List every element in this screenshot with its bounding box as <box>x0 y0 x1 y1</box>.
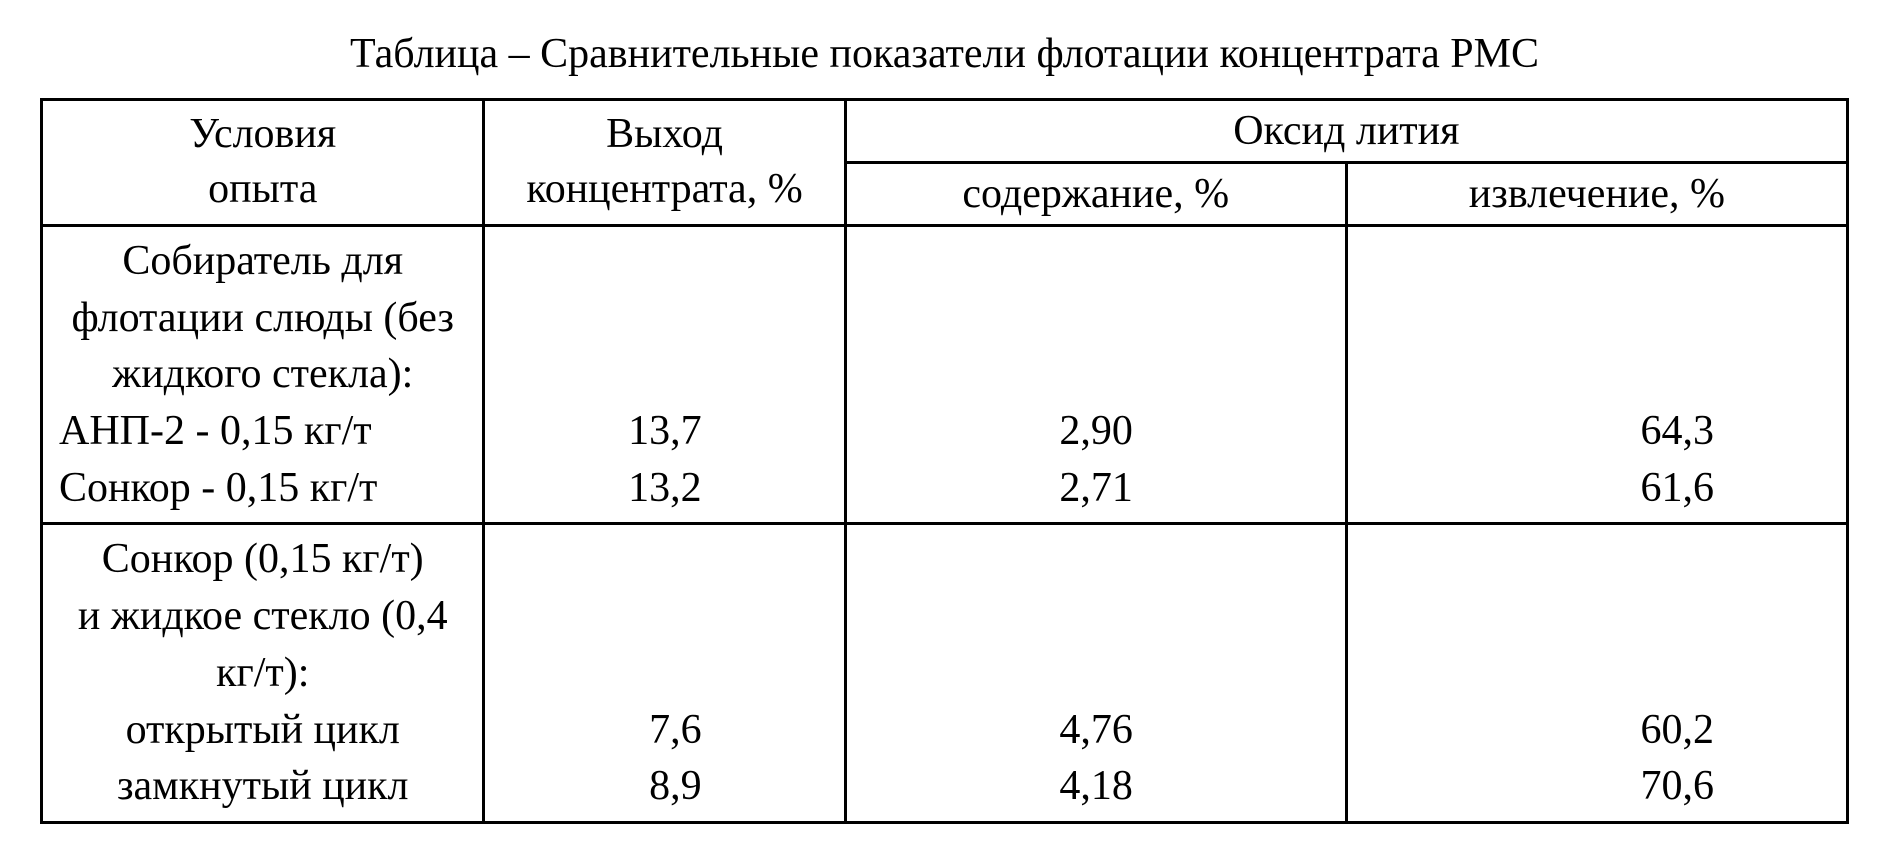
header-oxide-group: Оксид лития <box>845 100 1847 163</box>
row1-cond-l1: Собиратель для <box>55 233 470 290</box>
row2-yield-l5: 8,9 <box>497 758 831 815</box>
header-yield-l1: Выход <box>497 107 831 162</box>
row1-conditions: Собиратель для флотации слюды (без жидко… <box>42 226 484 524</box>
header-conditions-l1: Условия <box>55 107 470 162</box>
row2-conditions: Сонкор (0,15 кг/т) и жидкое стекло (0,4 … <box>42 524 484 822</box>
header-conditions: Условия опыта <box>42 100 484 226</box>
row2-cond-l3: кг/т): <box>55 645 470 702</box>
row1-extraction: 64,3 61,6 <box>1346 226 1847 524</box>
row2-yield: 7,6 8,9 <box>484 524 845 822</box>
row2-cond-l5: замкнутый цикл <box>55 758 470 815</box>
row1-extraction-l5: 61,6 <box>1360 460 1834 517</box>
table-row: Собиратель для флотации слюды (без жидко… <box>42 226 1848 524</box>
row2-content-l4: 4,76 <box>859 702 1333 759</box>
row1-extraction-l4: 64,3 <box>1360 403 1834 460</box>
table-title: Таблица – Сравнительные показатели флота… <box>40 30 1849 78</box>
row2-extraction: 60,2 70,6 <box>1346 524 1847 822</box>
row1-content: 2,90 2,71 <box>845 226 1346 524</box>
table-row: Сонкор (0,15 кг/т) и жидкое стекло (0,4 … <box>42 524 1848 822</box>
row1-cond-l4: АНП-2 - 0,15 кг/т <box>55 403 470 460</box>
row1-cond-l3: жидкого стекла): <box>55 346 470 403</box>
row1-cond-l5: Сонкор - 0,15 кг/т <box>55 460 470 517</box>
row2-yield-l4: 7,6 <box>497 702 831 759</box>
flotation-table: Условия опыта Выход концентрата, % Оксид… <box>40 98 1849 824</box>
row2-content-l5: 4,18 <box>859 758 1333 815</box>
row2-extraction-l4: 60,2 <box>1360 702 1834 759</box>
row2-extraction-l5: 70,6 <box>1360 758 1834 815</box>
row1-yield-l4: 13,7 <box>497 403 831 460</box>
row2-cond-l4: открытый цикл <box>55 702 470 759</box>
header-content: содержание, % <box>845 163 1346 226</box>
row1-cond-l2: флотации слюды (без <box>55 290 470 347</box>
row2-cond-l1: Сонкор (0,15 кг/т) <box>55 531 470 588</box>
header-conditions-l2: опыта <box>55 162 470 217</box>
row1-content-l4: 2,90 <box>859 403 1333 460</box>
header-yield: Выход концентрата, % <box>484 100 845 226</box>
row2-cond-l2: и жидкое стекло (0,4 <box>55 588 470 645</box>
header-yield-l2: концентрата, % <box>497 162 831 217</box>
row1-yield: 13,7 13,2 <box>484 226 845 524</box>
header-row-1: Условия опыта Выход концентрата, % Оксид… <box>42 100 1848 163</box>
row2-content: 4,76 4,18 <box>845 524 1346 822</box>
header-extraction: извлечение, % <box>1346 163 1847 226</box>
row1-content-l5: 2,71 <box>859 460 1333 517</box>
row1-yield-l5: 13,2 <box>497 460 831 517</box>
